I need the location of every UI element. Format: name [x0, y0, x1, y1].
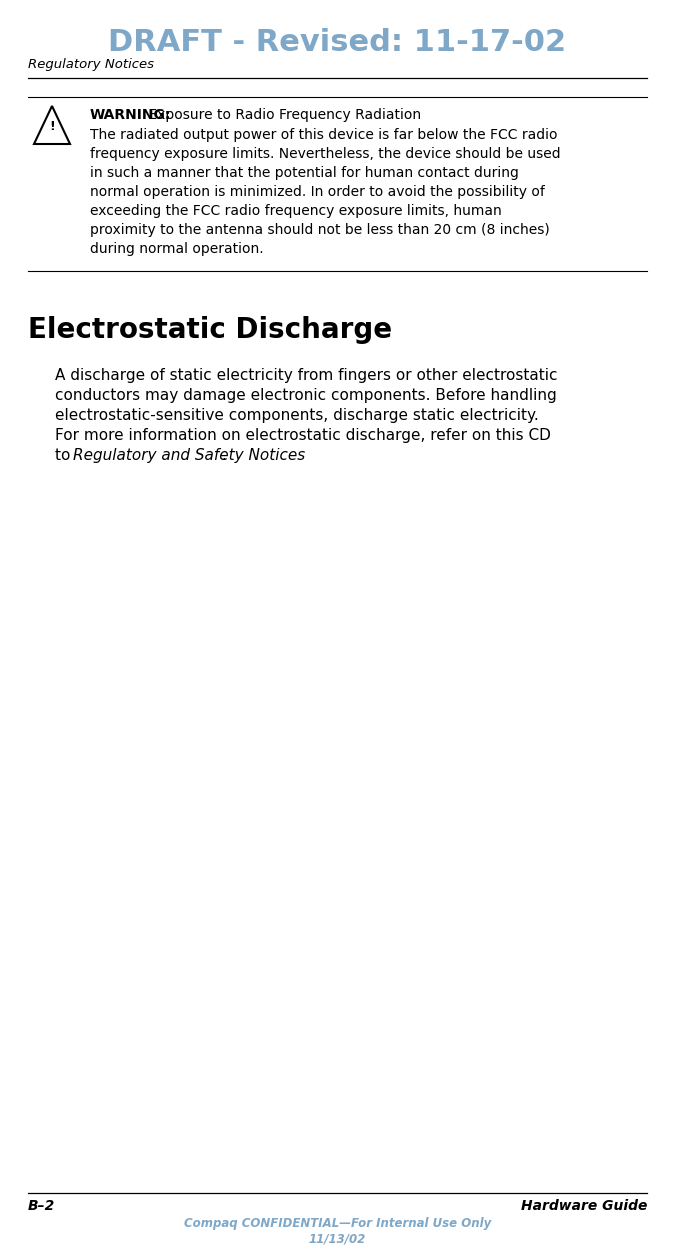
Text: Compaq CONFIDENTIAL—For Internal Use Only: Compaq CONFIDENTIAL—For Internal Use Onl… [184, 1217, 491, 1230]
Text: to: to [55, 448, 75, 463]
Text: conductors may damage electronic components. Before handling: conductors may damage electronic compone… [55, 388, 557, 403]
Text: A discharge of static electricity from fingers or other electrostatic: A discharge of static electricity from f… [55, 368, 558, 383]
Text: Regulatory Notices: Regulatory Notices [28, 57, 154, 71]
Text: The radiated output power of this device is far below the FCC radio: The radiated output power of this device… [90, 127, 558, 142]
Text: frequency exposure limits. Nevertheless, the device should be used: frequency exposure limits. Nevertheless,… [90, 147, 561, 161]
Text: electrostatic-sensitive components, discharge static electricity.: electrostatic-sensitive components, disc… [55, 408, 539, 423]
Text: Regulatory and Safety Notices: Regulatory and Safety Notices [73, 448, 305, 463]
Text: Hardware Guide: Hardware Guide [520, 1199, 647, 1213]
Text: !: ! [49, 120, 55, 134]
Text: .: . [221, 448, 226, 463]
Text: during normal operation.: during normal operation. [90, 242, 264, 256]
Text: B–2: B–2 [28, 1199, 55, 1213]
Text: normal operation is minimized. In order to avoid the possibility of: normal operation is minimized. In order … [90, 185, 545, 199]
Text: in such a manner that the potential for human contact during: in such a manner that the potential for … [90, 166, 519, 180]
Text: DRAFT - Revised: 11-17-02: DRAFT - Revised: 11-17-02 [109, 27, 566, 57]
Text: Exposure to Radio Frequency Radiation: Exposure to Radio Frequency Radiation [144, 107, 421, 122]
Text: proximity to the antenna should not be less than 20 cm (8 inches): proximity to the antenna should not be l… [90, 224, 549, 237]
Text: WARNING:: WARNING: [90, 107, 171, 122]
Text: Electrostatic Discharge: Electrostatic Discharge [28, 316, 392, 343]
Text: exceeding the FCC radio frequency exposure limits, human: exceeding the FCC radio frequency exposu… [90, 204, 502, 219]
Text: 11/13/02: 11/13/02 [309, 1233, 366, 1247]
Text: For more information on electrostatic discharge, refer on this CD: For more information on electrostatic di… [55, 428, 551, 443]
